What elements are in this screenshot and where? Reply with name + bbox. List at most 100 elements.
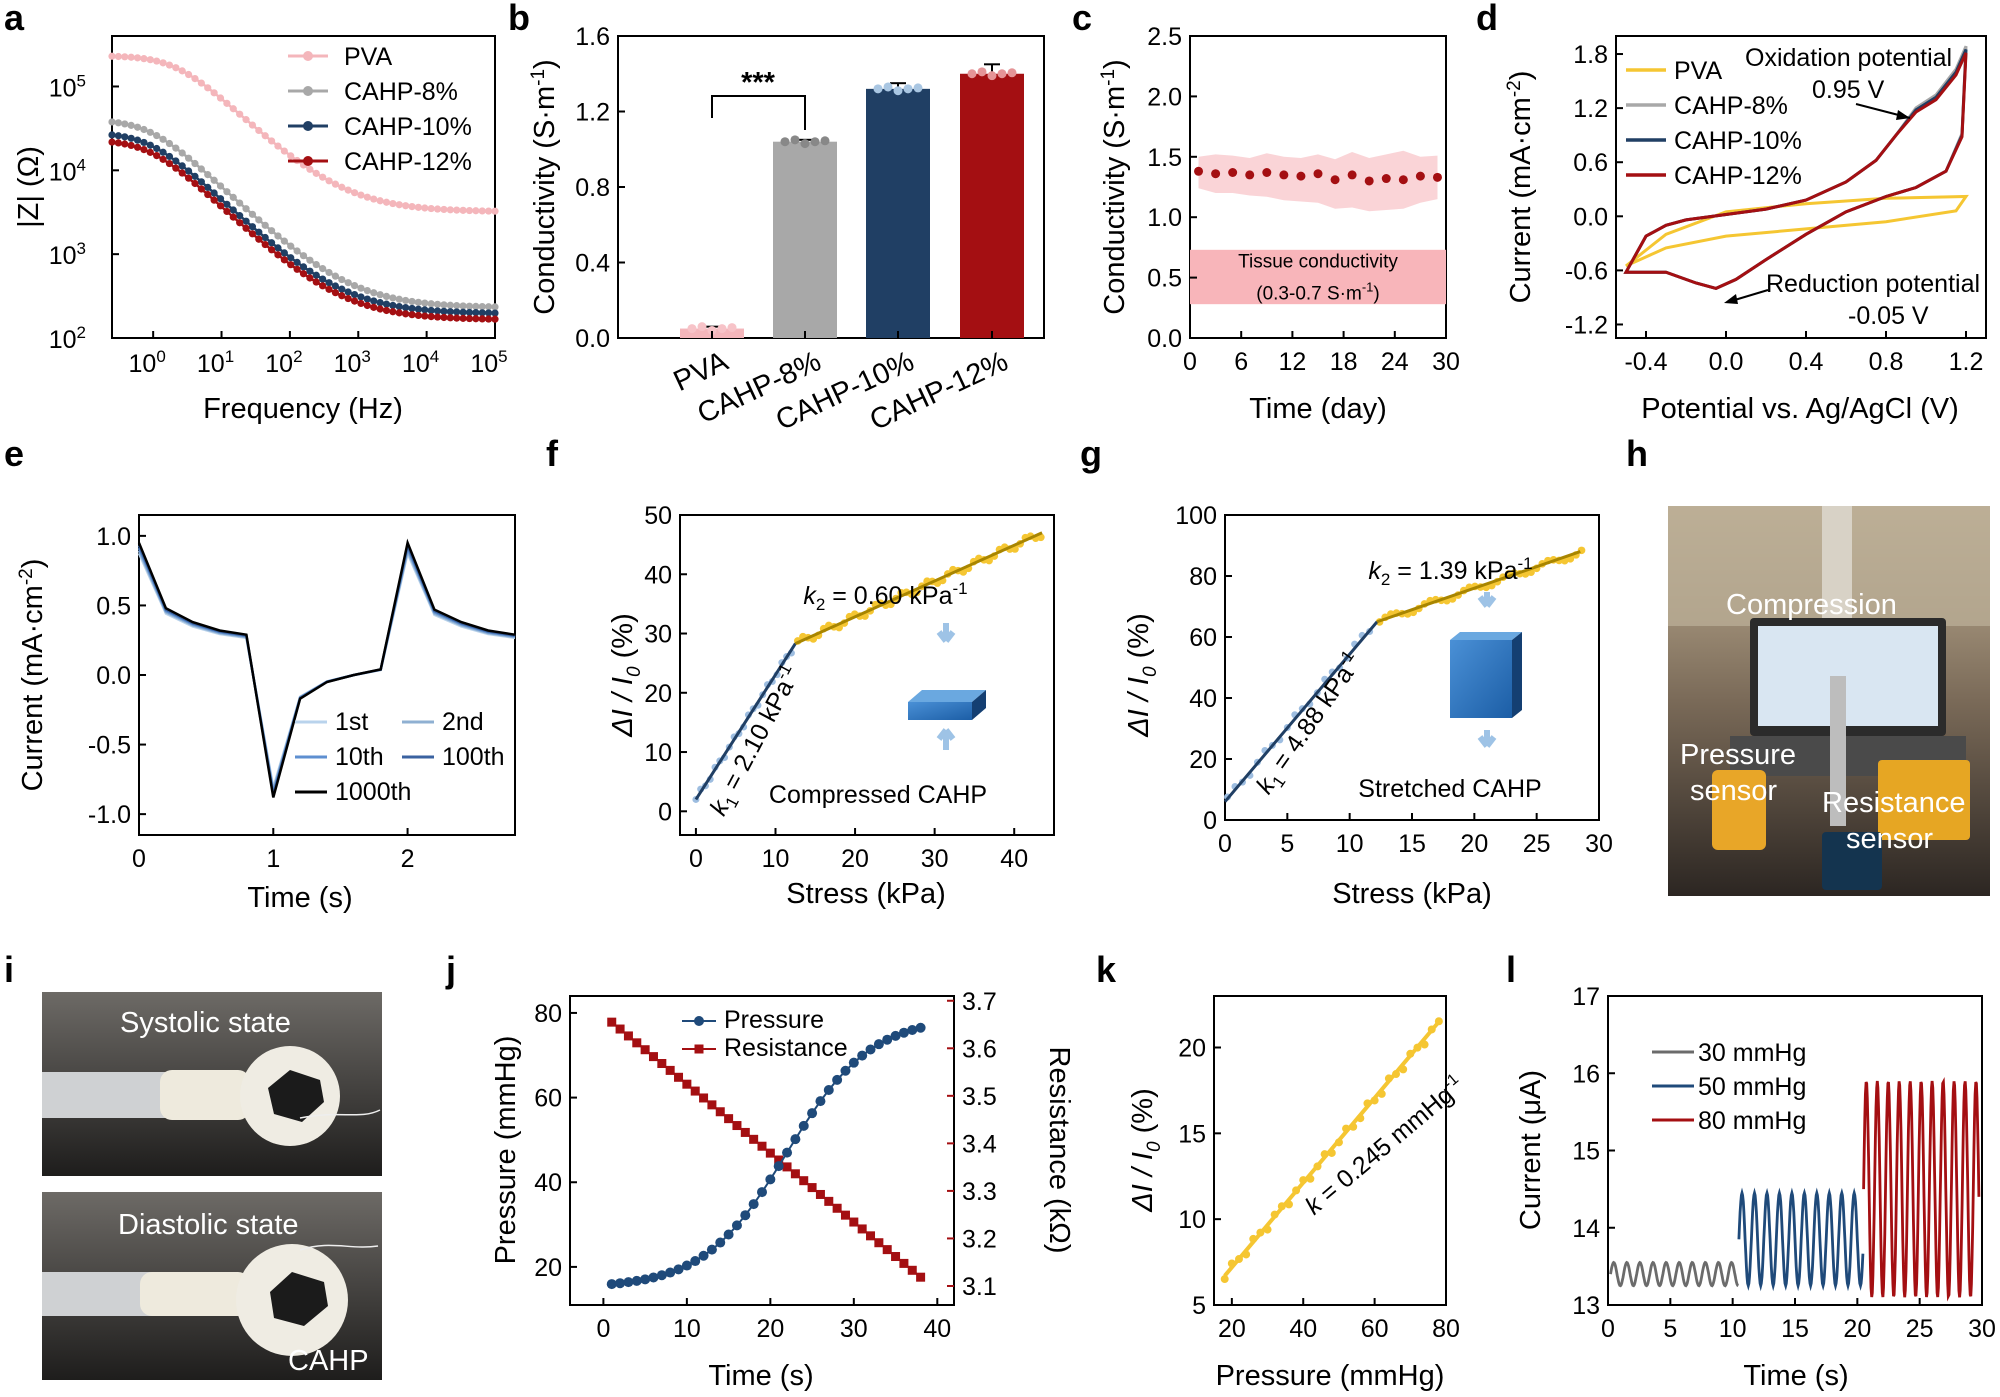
impedance-point [382,306,391,315]
impedance-point [395,302,403,311]
impedance-point [325,279,333,287]
slope-k2-k: k [803,582,817,610]
impedance-point [197,185,205,193]
impedance-point [344,186,352,194]
impedance-point [114,119,122,127]
bar-replicate-point [800,139,810,149]
compress-arrow-down [936,623,956,643]
impedance-point [185,70,193,79]
slope-k2-label: k2 = 0.60 kPa-1 [803,579,967,614]
pressure-point [873,1039,884,1050]
legend-d-label: CAHP-12% [1674,162,1802,190]
impedance-point [299,263,308,271]
pressure-point [706,1244,717,1255]
pressure-sensitivity-point [1349,1122,1358,1131]
legend-a-label: CAHP-8% [344,78,458,106]
panel-a-xtick-label: 105 [470,347,507,378]
impedance-point [223,99,231,107]
panel-f-xtick-label: 40 [1000,845,1028,873]
pressure-point [623,1277,634,1288]
conductivity-point [1228,168,1238,178]
pressure-sensitivity-point [1277,1202,1286,1211]
impedance-point [478,207,486,215]
impedance-point [325,268,333,277]
impedance-point [433,313,442,321]
impedance-point [389,301,397,310]
panel-a-ylabel: |Z| (Ω) [13,146,45,228]
impedance-point [242,205,250,213]
panel-h-photo-setup: Compression Pressure sensor Resistance s… [1668,506,1990,896]
panel-d-cyclic-voltammetry: -0.4 0.0 0.4 0.8 1.2 -1.2 -0.6 0.0 0.6 1.2 1.8 Pot… [1504,35,1987,425]
impedance-point [299,252,308,260]
legend-l-label: 80 mmHg [1698,1107,1806,1135]
fit-line-k2 [794,531,1043,645]
impedance-point [478,303,486,311]
panel-k-xtick-label: 20 [1218,1315,1246,1343]
impedance-point [421,299,429,307]
impedance-point [210,189,218,197]
panel-a-xtick-exp: 1 [225,347,234,366]
impedance-point [408,202,416,211]
photo-h-resistance: Resistance [1822,787,1965,819]
impedance-point [433,300,442,308]
impedance-point [159,148,167,156]
photo-i-systolic: Systolic state [42,992,382,1176]
conductivity-point [1211,169,1221,179]
impedance-point [306,274,314,282]
impedance-point [178,162,186,170]
panel-d-xtick-label: 1.2 [1949,348,1984,376]
pressure-point [815,1096,826,1107]
impedance-point [223,188,231,196]
impedance-point [280,147,288,155]
panel-l-ylabel: Current (μA) [1515,1070,1547,1230]
panel-c-stability: Tissue conductivity (0.3-0.7 S·m-1) 0 6 12 1… [1098,23,1460,425]
panel-e-ytick-label: -0.5 [88,732,131,760]
impedance-point [433,307,442,315]
impedance-point [363,301,371,310]
impedance-point [312,271,320,279]
pressure-point [606,1279,617,1290]
panel-e-xtick-label: 0 [132,845,146,873]
photo-h-probe [1830,676,1846,826]
impedance-point [465,314,474,323]
panel-b-ylabel-end: ) [529,59,561,69]
impedance-point [472,207,480,215]
panel-d-frame [1615,35,1987,339]
slope-k2-sub: 2 [816,595,825,614]
pressure-sensitivity-point [1220,1275,1229,1284]
impedance-point [331,272,340,280]
pressure-point [857,1050,868,1061]
panel-b-ytick-label: 1.6 [575,23,610,51]
bar-replicate-point [707,325,717,335]
impedance-point [121,133,129,141]
panel-a-frame [111,35,496,339]
panel-e-xtick-label: 1 [266,845,280,873]
resistance-point [615,1024,625,1034]
resistance-point [790,1169,800,1179]
impedance-point [357,299,365,308]
legend-l-label: 30 mmHg [1698,1039,1806,1067]
impedance-point [165,152,174,161]
slope-k1-value: = 4.88 kPa [1263,661,1359,781]
impedance-point [216,195,225,203]
impedance-point [159,59,167,67]
panel-k-xtick-label: 40 [1289,1315,1317,1343]
impedance-point [236,199,244,207]
inset-label-g: Stretched CAHP [1358,775,1541,803]
impedance-point [427,306,435,315]
impedance-point [114,132,122,140]
panel-l-xtick-label: 25 [1906,1315,1934,1343]
pressure-point [840,1065,851,1076]
panel-f-ytick-label: 30 [644,621,672,649]
cahp-sample-top [268,1070,324,1122]
pressure-sensitivity-point [1399,1065,1408,1074]
pressure-point [748,1199,759,1210]
panel-a-ytick-exp: 4 [77,155,86,174]
panel-a-xtick-exp: 4 [430,347,439,366]
tissue-band-range: (0.3-0.7 S·m-1) [1256,279,1379,304]
panel-c-ylabel-end: ) [1099,59,1131,69]
legend-a-label: PVA [344,43,392,71]
impedance-point [465,302,474,310]
impedance-point [280,249,288,257]
